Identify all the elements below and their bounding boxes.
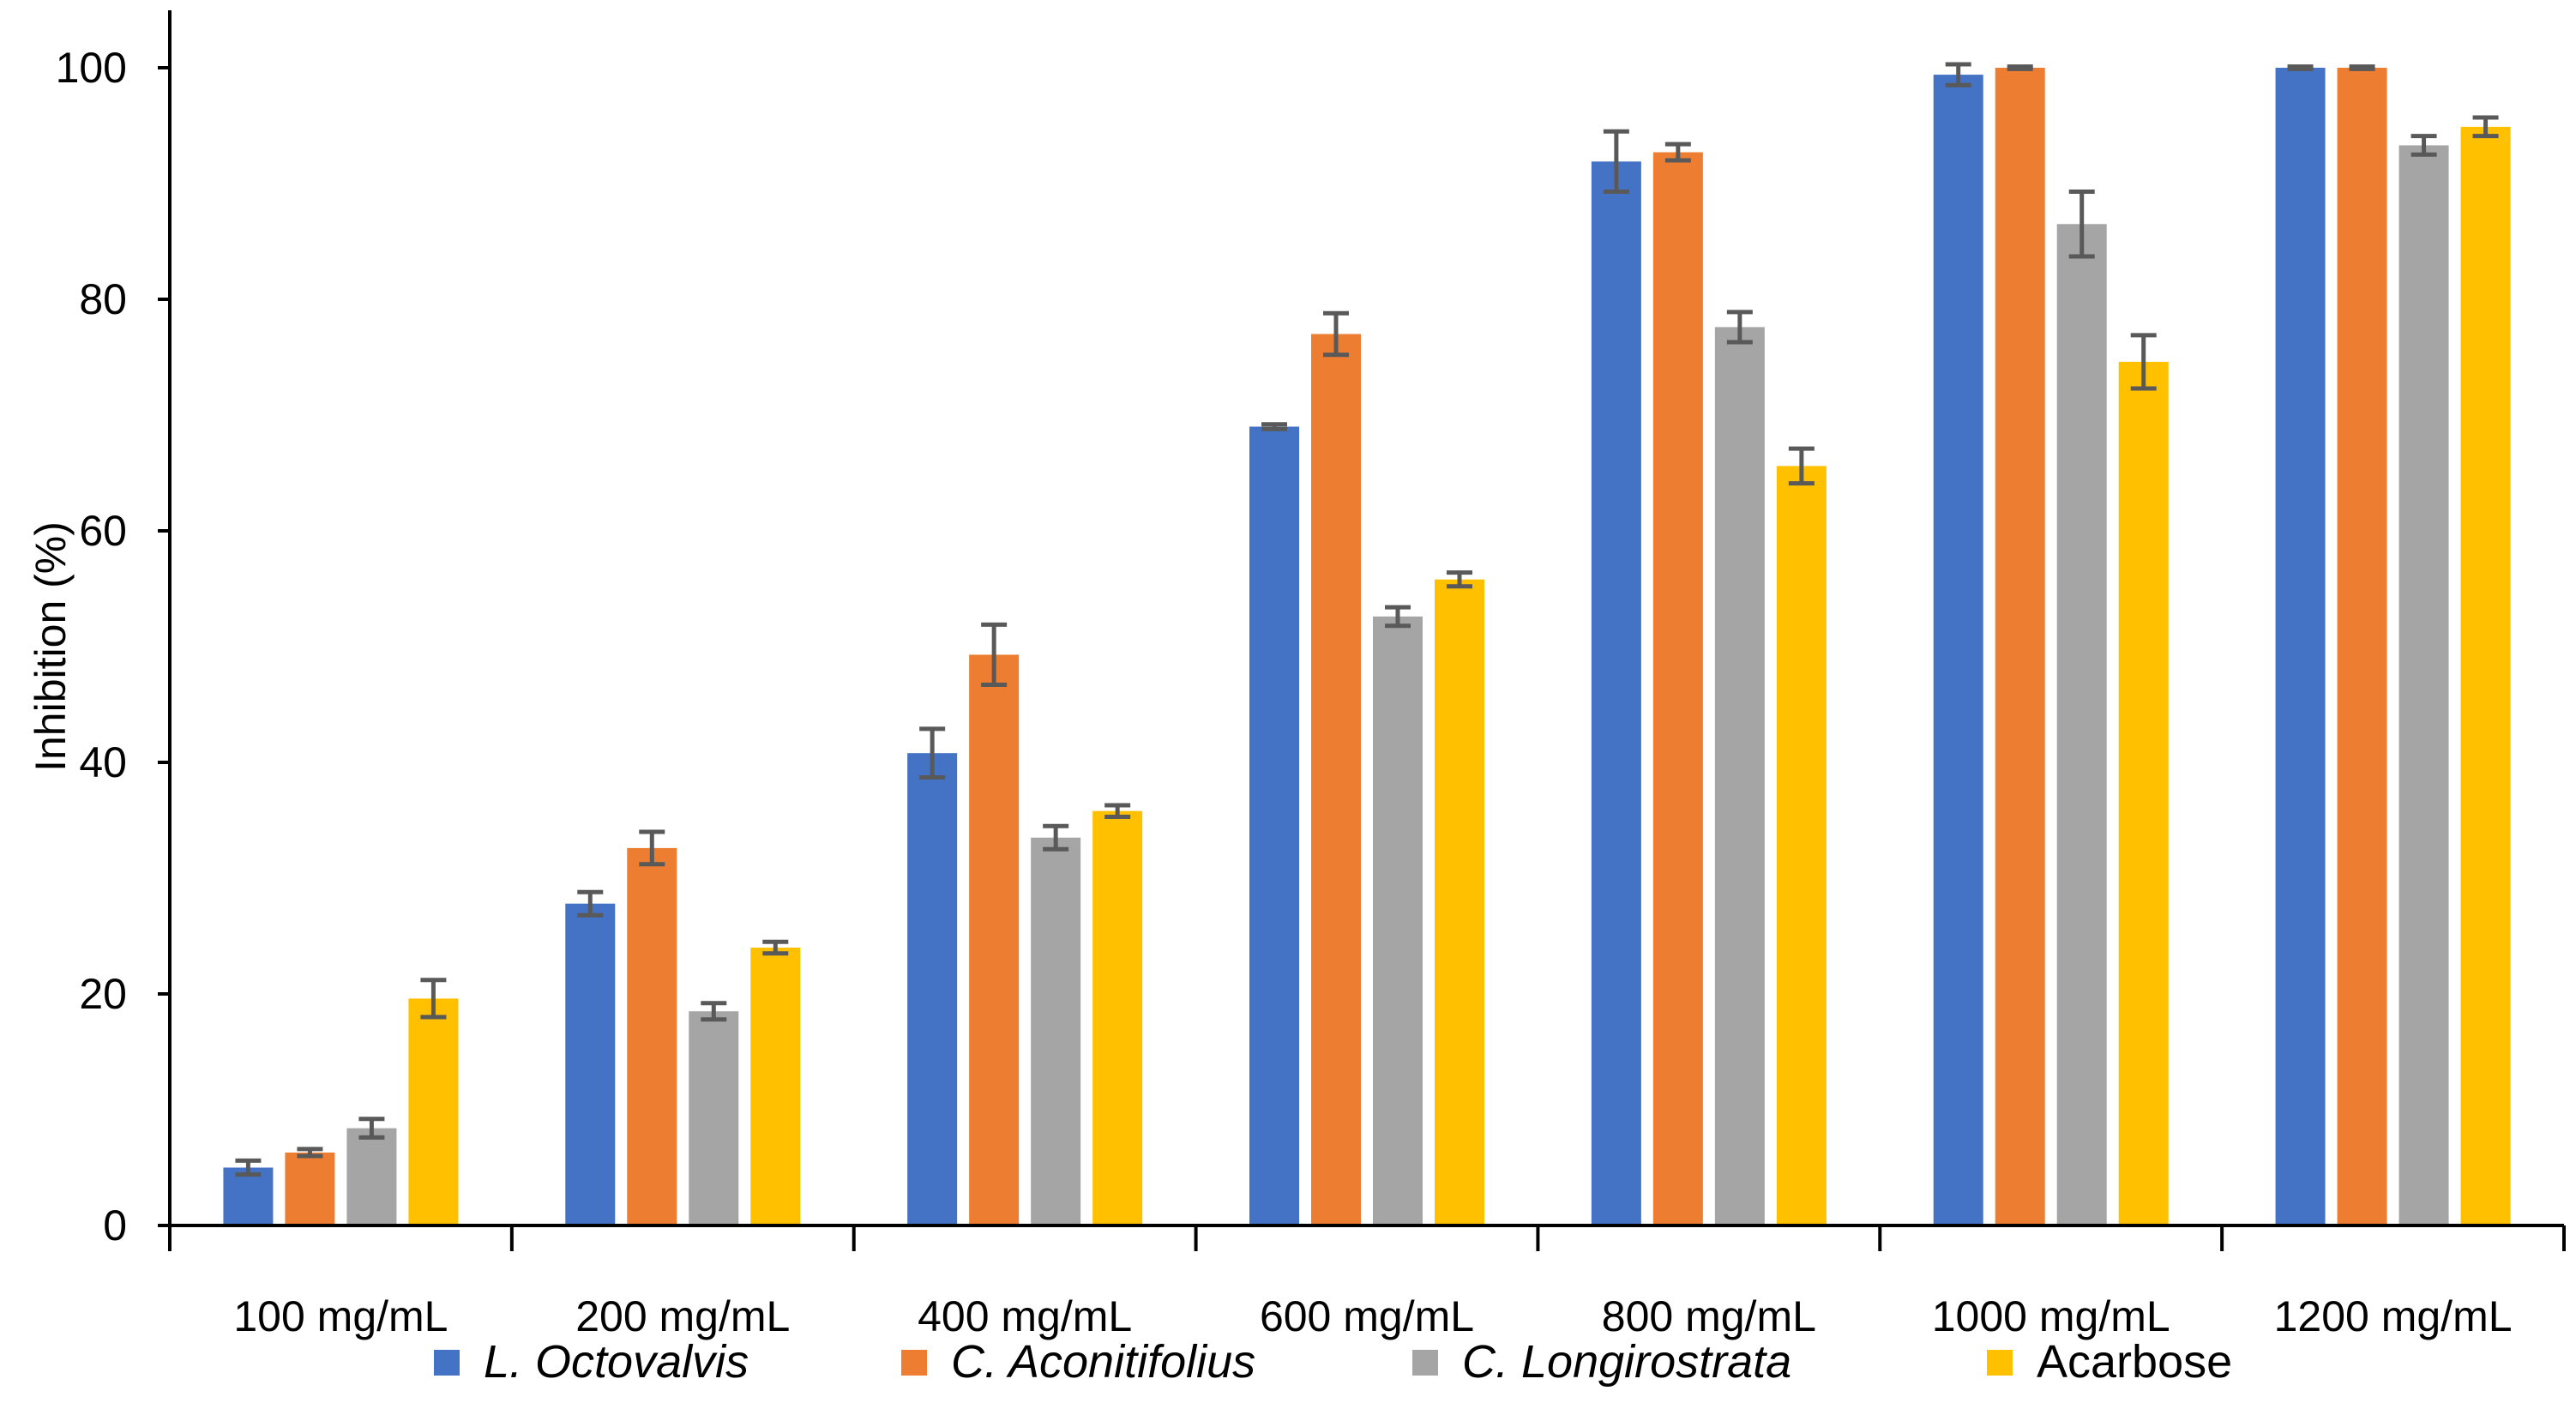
error-bar [1104, 803, 1131, 819]
legend-item: C. Aconitifolius [901, 1336, 1255, 1388]
error-bar [2349, 64, 2375, 71]
x-category-label: 400 mg/mL [918, 1292, 1132, 1340]
y-axis-title: Inhibition (%) [27, 521, 75, 772]
axes-layer [158, 10, 2564, 1227]
legend-item: Acarbose [1987, 1336, 2232, 1388]
legend-label: Acarbose [2037, 1336, 2232, 1388]
error-bar [639, 829, 665, 867]
error-bar [981, 622, 1008, 688]
bar [2275, 68, 2326, 1225]
bar [689, 1011, 739, 1225]
bar [1933, 75, 1983, 1226]
bar [2056, 224, 2107, 1225]
bar [1776, 466, 1827, 1225]
legend-swatch [1412, 1350, 1438, 1376]
error-bar [577, 889, 604, 918]
error-bars-layer [235, 62, 2499, 1177]
error-bar [701, 1001, 727, 1022]
legend-item: C. Longirostrata [1412, 1336, 1791, 1388]
legend-label: L. Octovalvis [484, 1336, 749, 1388]
error-bar [297, 1147, 323, 1159]
x-category-label: 200 mg/mL [575, 1292, 790, 1340]
bar [2118, 361, 2169, 1225]
error-bar [2130, 333, 2157, 391]
legend-item: L. Octovalvis [434, 1336, 749, 1388]
legend-swatch [901, 1350, 927, 1376]
y-tick-label: 0 [103, 1201, 127, 1249]
legend-label: C. Aconitifolius [951, 1336, 1255, 1388]
bar [627, 847, 677, 1225]
error-bar [1945, 62, 1971, 87]
bar [1435, 579, 1484, 1225]
error-bar [1603, 129, 1629, 194]
legend: L. Octovalvis C. Aconitifolius C. Longiros… [434, 1336, 2232, 1388]
error-bar [2472, 115, 2499, 139]
y-tick-label: 40 [79, 738, 127, 786]
bar [2337, 68, 2387, 1225]
bar [907, 753, 958, 1225]
error-bar [2287, 64, 2314, 71]
bar [346, 1128, 397, 1225]
error-bar [1664, 141, 1691, 163]
bar [1591, 161, 1641, 1226]
error-bar [1447, 570, 1472, 589]
y-tick-label: 100 [56, 44, 127, 92]
x-category-label: 600 mg/mL [1260, 1292, 1474, 1340]
error-bar [2068, 189, 2095, 259]
error-bar [1788, 446, 1815, 486]
legend-swatch [434, 1350, 460, 1376]
bar [1714, 327, 1765, 1225]
x-category-label: 1000 mg/mL [1932, 1292, 2170, 1340]
error-bar [1261, 422, 1287, 431]
x-ticks-layer: 100 mg/mL 200 mg/mL 400 mg/mL 600 mg/mL 800 … [168, 1225, 2566, 1340]
bar [969, 654, 1020, 1225]
bar [1652, 152, 1703, 1225]
bar [2398, 145, 2449, 1226]
bar [750, 948, 801, 1225]
bar [1092, 810, 1143, 1225]
x-category-label: 800 mg/mL [1602, 1292, 1816, 1340]
bar [1995, 68, 2045, 1225]
x-category-label: 1200 mg/mL [2274, 1292, 2513, 1340]
y-tick-label: 20 [79, 970, 127, 1018]
y-ticks-layer: 0 20 40 60 80 100 [56, 44, 170, 1249]
error-bar [2007, 64, 2033, 71]
legend-swatch [1987, 1350, 2013, 1376]
error-bar [1043, 823, 1069, 852]
error-bar [2410, 134, 2437, 157]
error-bar [919, 726, 946, 780]
bar [565, 903, 616, 1225]
bar [1249, 426, 1299, 1225]
legend-label: C. Longirostrata [1462, 1336, 1791, 1388]
error-bar [1726, 310, 1753, 345]
bars-layer [223, 68, 2511, 1226]
bar [408, 998, 459, 1225]
error-bar [235, 1158, 262, 1177]
error-bar [762, 939, 789, 956]
bar [1373, 616, 1423, 1225]
bar [1031, 837, 1081, 1225]
x-category-label: 100 mg/mL [233, 1292, 448, 1340]
bar [223, 1167, 274, 1225]
bar [285, 1152, 335, 1225]
error-bar [420, 978, 447, 1020]
y-tick-label: 60 [79, 507, 127, 555]
error-bar [358, 1117, 385, 1140]
y-tick-label: 80 [79, 275, 127, 323]
bar [1311, 334, 1361, 1225]
error-bar [1385, 605, 1411, 629]
error-bar [1323, 310, 1349, 358]
bar [2460, 126, 2511, 1226]
